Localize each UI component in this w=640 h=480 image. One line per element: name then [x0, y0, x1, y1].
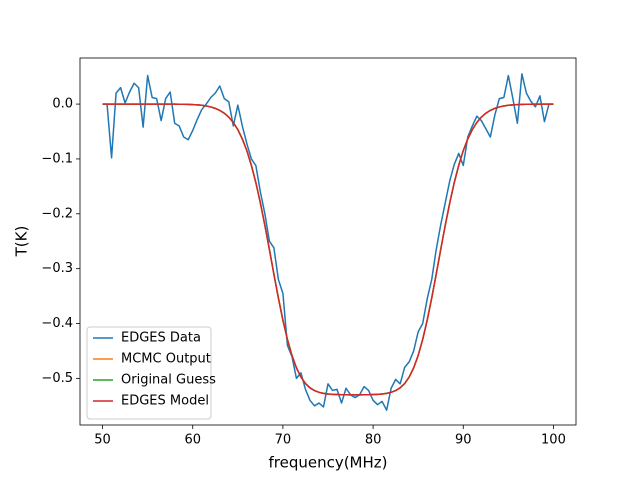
series-line [102, 103, 554, 396]
legend-label: EDGES Data [121, 331, 201, 346]
y-tick-label: −0.1 [41, 151, 73, 166]
y-tick-label: −0.5 [41, 371, 73, 386]
legend-box [86, 326, 212, 420]
axes-frame [79, 57, 577, 426]
x-tick-label: 60 [184, 433, 201, 448]
x-tick-label: 70 [275, 433, 292, 448]
y-tick-label: −0.3 [41, 261, 73, 276]
x-tick-label: 80 [365, 433, 382, 448]
y-tick-label: 0.0 [52, 97, 73, 112]
legend-label: MCMC Output [121, 352, 211, 367]
y-axis-label: T(K) [13, 226, 31, 258]
legend-label: Original Guess [121, 373, 216, 388]
series-line [102, 73, 554, 411]
x-tick-label: 50 [94, 433, 111, 448]
x-tick-label: 90 [455, 433, 472, 448]
legend-label: EDGES Model [121, 394, 209, 409]
x-tick-label: 100 [541, 433, 566, 448]
y-tick-label: −0.4 [41, 316, 73, 331]
y-tick-label: −0.2 [41, 206, 73, 221]
x-axis-label: frequency(MHz) [268, 454, 387, 472]
